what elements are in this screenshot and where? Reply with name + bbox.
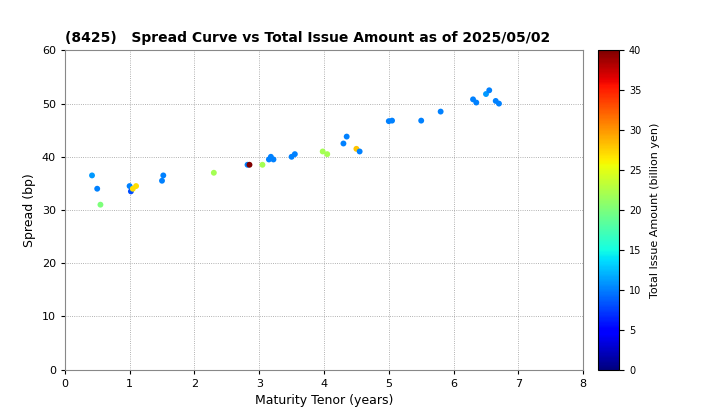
Point [125, 188, 137, 195]
Point [268, 156, 279, 163]
Point [158, 172, 169, 179]
Point [354, 148, 365, 155]
Y-axis label: Total Issue Amount (billion yen): Total Issue Amount (billion yen) [649, 122, 660, 298]
Point [243, 161, 256, 168]
Point [86, 172, 98, 179]
Point [91, 185, 103, 192]
Point [471, 99, 482, 106]
Point [341, 133, 352, 140]
Point [130, 183, 142, 189]
Point [493, 100, 505, 107]
Point [289, 151, 301, 158]
Point [265, 153, 276, 160]
Y-axis label: Spread (bp): Spread (bp) [23, 173, 36, 247]
Point [467, 96, 479, 103]
Point [317, 148, 328, 155]
Point [383, 118, 395, 124]
Point [415, 117, 427, 124]
Point [435, 108, 446, 115]
Point [208, 169, 220, 176]
Point [124, 183, 135, 189]
Point [286, 153, 297, 160]
Point [490, 97, 502, 104]
Text: (8425)   Spread Curve vs Total Issue Amount as of 2025/05/02: (8425) Spread Curve vs Total Issue Amoun… [65, 31, 550, 45]
Point [321, 151, 333, 158]
Point [480, 91, 492, 97]
Point [95, 201, 107, 208]
Point [242, 161, 253, 168]
Point [127, 185, 139, 192]
Point [484, 87, 495, 94]
Point [263, 156, 274, 163]
X-axis label: Maturity Tenor (years): Maturity Tenor (years) [255, 394, 393, 407]
Point [386, 117, 397, 124]
Point [256, 161, 268, 168]
Point [156, 177, 168, 184]
Point [351, 145, 362, 152]
Point [338, 140, 349, 147]
